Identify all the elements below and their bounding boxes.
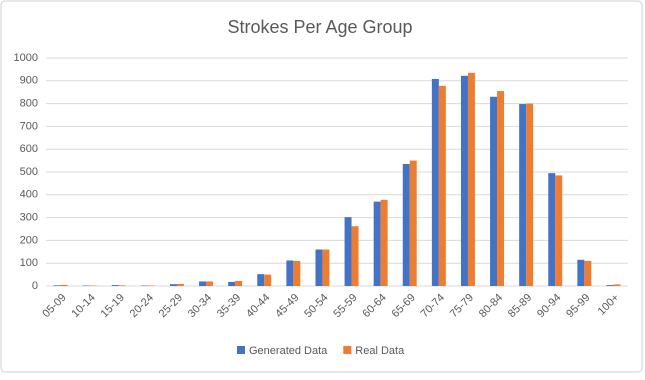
bar — [322, 250, 329, 286]
bar — [119, 285, 126, 286]
bar — [555, 175, 562, 286]
bar — [577, 260, 584, 286]
bar — [170, 284, 177, 286]
y-tick-label: 700 — [20, 120, 38, 132]
bar — [461, 76, 468, 286]
bar — [381, 200, 388, 286]
bar — [199, 281, 206, 286]
bar — [606, 285, 613, 286]
bar — [548, 173, 555, 286]
y-tick-label: 500 — [20, 166, 38, 178]
bar — [497, 91, 504, 286]
bar — [206, 281, 213, 286]
bar — [584, 261, 591, 286]
bar — [526, 104, 533, 286]
bar — [374, 202, 381, 286]
bar — [315, 250, 322, 286]
bar — [403, 164, 410, 286]
bar — [432, 79, 439, 286]
y-tick-label: 400 — [20, 189, 38, 201]
legend-label: Generated Data — [249, 345, 328, 357]
bar — [54, 285, 61, 286]
bar — [439, 86, 446, 286]
bar — [264, 275, 271, 286]
bar — [177, 284, 184, 286]
bar — [519, 104, 526, 286]
bar — [257, 274, 264, 286]
y-tick-label: 900 — [20, 75, 38, 87]
bar — [410, 161, 417, 286]
y-tick-label: 1000 — [14, 52, 38, 64]
bar — [112, 285, 119, 286]
y-tick-label: 100 — [20, 257, 38, 269]
legend-swatch — [343, 346, 351, 354]
bar — [228, 282, 235, 286]
legend-swatch — [237, 346, 245, 354]
bar — [293, 261, 300, 286]
y-tick-label: 600 — [20, 143, 38, 155]
y-tick-label: 200 — [20, 234, 38, 246]
bar — [468, 73, 475, 286]
bar — [286, 260, 293, 286]
bar — [345, 217, 352, 286]
chart-title: Strokes Per Age Group — [227, 17, 412, 37]
y-tick-label: 800 — [20, 98, 38, 110]
bar — [61, 285, 68, 286]
y-tick-label: 0 — [32, 280, 38, 292]
y-tick-label: 300 — [20, 212, 38, 224]
bar — [235, 281, 242, 286]
legend-label: Real Data — [355, 345, 405, 357]
bar — [613, 284, 620, 286]
bar — [352, 226, 359, 286]
bar — [490, 97, 497, 286]
